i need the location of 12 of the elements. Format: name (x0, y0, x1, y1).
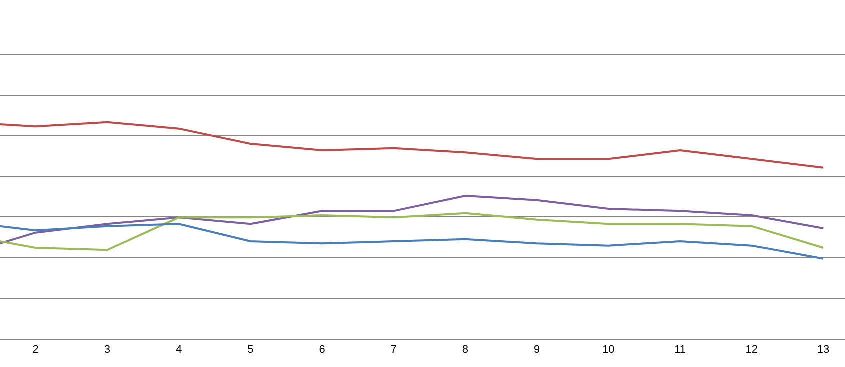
x-tick-label: 2 (32, 344, 39, 356)
x-tick-label: 9 (534, 344, 540, 356)
x-tick-label: 6 (319, 344, 326, 356)
x-tick-label: 11 (674, 344, 686, 356)
x-tick-label: 7 (390, 344, 397, 356)
x-tick-label: 12 (746, 344, 758, 356)
x-tick-label: 13 (817, 344, 830, 356)
x-tick-label: 10 (602, 344, 615, 356)
x-tick-label: 4 (176, 344, 182, 356)
x-tick-label: 3 (104, 344, 110, 356)
x-tick-label: 8 (462, 344, 469, 356)
x-tick-label: 5 (248, 344, 254, 356)
